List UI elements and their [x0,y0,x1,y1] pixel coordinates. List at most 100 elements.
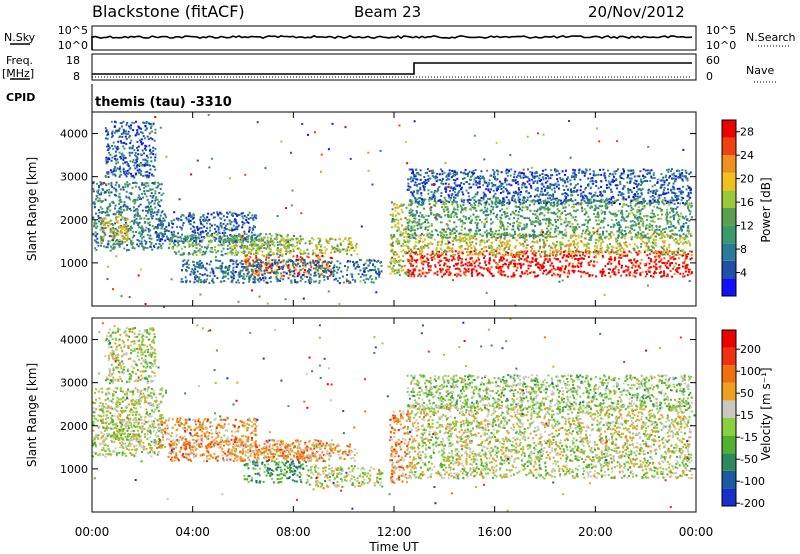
heatmap-cell [441,221,444,224]
heatmap-cell [525,247,528,249]
heatmap-cell [94,219,97,222]
heatmap-cell [164,233,167,235]
heatmap-cell [514,254,517,257]
heatmap-cell [634,204,637,207]
heatmap-cell [679,253,682,256]
heatmap-cell [558,249,561,252]
heatmap-cell [280,234,283,237]
heatmap-cell [100,220,103,223]
heatmap-cell [579,270,582,273]
heatmap-cell [618,242,621,245]
heatmap-cell [628,250,631,253]
heatmap-cell [480,221,483,224]
heatmap-cell [466,261,469,264]
heatmap-cell [344,249,347,252]
heatmap-cell [593,264,596,267]
heatmap-cell [322,260,325,263]
heatmap-cell [534,275,537,278]
heatmap-cell [210,267,213,270]
heatmap-cell [564,259,567,262]
heatmap-cell [399,218,402,221]
heatmap-cell [217,228,220,231]
heatmap-cell [142,248,145,251]
heatmap-cell [515,239,518,242]
heatmap-cell [347,243,350,246]
heatmap-cell [636,269,639,272]
heatmap-cell [299,279,302,282]
heatmap-cell [185,237,188,240]
heatmap-cell [428,207,431,210]
heatmap-cell [632,263,635,266]
heatmap-cell [102,210,105,213]
heatmap-cell [403,240,406,243]
heatmap-cell [177,236,180,239]
heatmap-cell [266,262,269,265]
heatmap-cell [209,260,212,263]
nsearch-label: N.Search [746,31,796,44]
heatmap-cell [288,252,291,254]
heatmap-cell [204,218,207,221]
heatmap-cell [263,241,266,244]
heatmap-cell [615,237,617,240]
heatmap-cell [640,235,643,238]
heatmap-cell [104,190,107,193]
heatmap-cell [170,237,173,240]
heatmap-cell [183,259,186,262]
heatmap-cell [584,272,587,275]
heatmap-cell [470,264,473,267]
heatmap-cell [161,242,164,245]
heatmap-cell [218,237,221,240]
heatmap-cell [572,243,575,246]
heatmap-cell [366,259,369,262]
heatmap-cell [649,275,652,277]
heatmap-cell [556,211,559,214]
heatmap-cell [149,240,151,243]
heatmap-cell [266,236,269,239]
heatmap-cell [574,246,577,249]
heatmap-cell [145,226,148,229]
heatmap-cell [593,248,596,251]
heatmap-cell [594,254,597,257]
heatmap-cell [235,234,238,237]
heatmap-cell [531,223,534,226]
heatmap-cell [296,255,299,258]
heatmap-cell [151,217,154,220]
heatmap-cell [571,216,574,219]
heatmap-cell [510,260,513,263]
heatmap-cell [487,239,490,242]
heatmap-cell [518,242,521,244]
heatmap-cell [177,250,180,253]
heatmap-cell [328,265,331,268]
heatmap-cell [438,250,440,253]
heatmap-cell [602,256,605,259]
heatmap-cell [337,268,340,271]
heatmap-cell [244,237,246,240]
heatmap-cell [406,218,409,221]
heatmap-cell [658,228,661,231]
heatmap-cell [687,207,690,210]
heatmap-cell [543,243,546,246]
heatmap-cell [391,267,394,269]
heatmap-cell [640,242,643,245]
heatmap-cell [431,252,434,255]
heatmap-cell [600,270,603,273]
heatmap-cell [411,215,414,217]
heatmap-cell [627,266,630,269]
heatmap-cell [231,248,234,251]
heatmap-cell [267,267,270,270]
heatmap-cell [124,219,127,222]
heatmap-cell [510,234,513,237]
heatmap-cell [543,252,546,255]
heatmap-cell [520,243,522,246]
heatmap-cell [213,232,216,235]
heatmap-cell [231,229,234,232]
heatmap-cell [567,221,570,224]
heatmap-cell [458,268,461,271]
heatmap-cell [150,213,153,216]
heatmap-cell [502,256,505,259]
heatmap-cell [454,253,457,256]
heatmap-cell [498,248,501,251]
heatmap-cell [619,226,622,228]
heatmap-cell [661,240,664,243]
heatmap-cell [571,240,574,243]
